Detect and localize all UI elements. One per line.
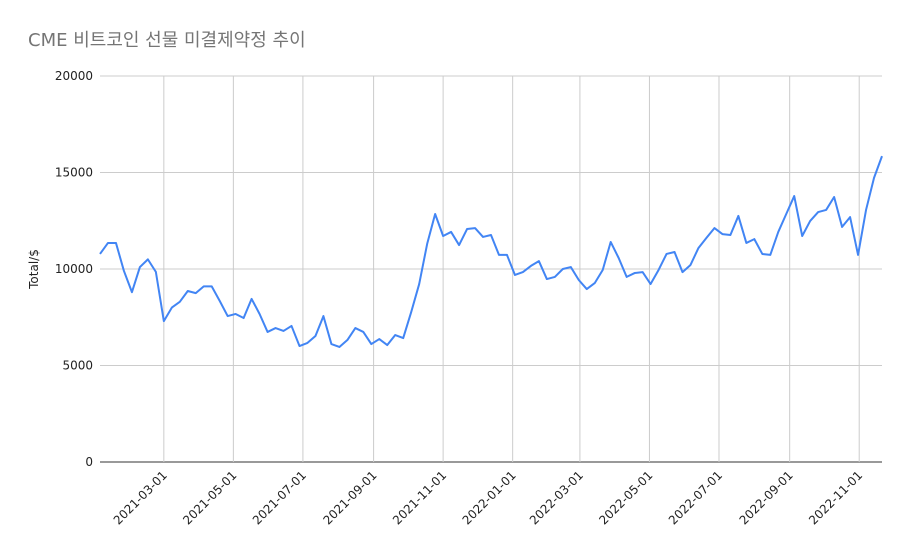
- x-tick-label: 2021-05-01: [180, 468, 239, 527]
- y-tick-label: 20000: [55, 69, 93, 83]
- y-axis-label: Total/$: [27, 249, 41, 290]
- x-tick-label: 2022-03-01: [527, 468, 586, 527]
- x-tick-label: 2022-11-01: [806, 468, 865, 527]
- y-tick-label: 0: [85, 455, 93, 469]
- x-tick-label: 2022-09-01: [737, 468, 796, 527]
- x-tick-label: 2022-05-01: [596, 468, 655, 527]
- data-line: [99, 155, 883, 348]
- x-tick-label: 2022-07-01: [666, 468, 725, 527]
- y-tick-label: 5000: [62, 359, 93, 373]
- x-tick-label: 2021-11-01: [390, 468, 449, 527]
- x-tick-label: 2021-09-01: [320, 468, 379, 527]
- x-tick-label: 2022-01-01: [460, 468, 519, 527]
- x-tick-label: 2021-03-01: [111, 468, 170, 527]
- chart-title: CME 비트코인 선물 미결제약정 추이: [28, 30, 306, 51]
- y-tick-label: 10000: [55, 262, 93, 276]
- y-tick-label: 15000: [55, 166, 93, 180]
- x-tick-label: 2021-07-01: [250, 468, 309, 527]
